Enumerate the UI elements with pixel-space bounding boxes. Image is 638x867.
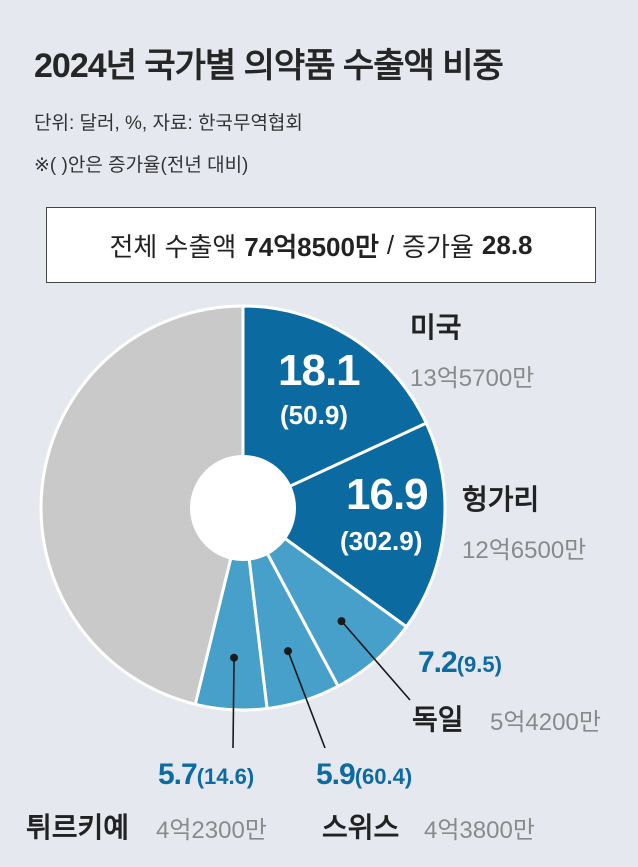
amount-label-germany: 5억4200만	[490, 709, 601, 736]
slice-usa	[241, 304, 428, 510]
share-label-usa: 18.1	[278, 346, 361, 395]
chart-title: 2024년 국가별 의약품 수출액 비중	[34, 47, 504, 85]
leader-germany	[340, 620, 411, 701]
growth-value: 28.8	[481, 229, 533, 260]
country-label-switzerland: 스위스	[322, 812, 400, 843]
country-label-hungary: 헝가리	[462, 484, 540, 515]
share-label-switzerland: 5.9(60.4)	[316, 758, 413, 791]
slice-hungary	[241, 421, 447, 629]
slice-others	[39, 304, 245, 706]
paren-note: ※( )안은 증가율(전년 대비)	[34, 155, 249, 176]
amount-label-usa: 13억5700만	[410, 365, 535, 392]
country-label-turkiye: 튀르키예	[26, 812, 130, 843]
growth-label-hungary: (302.9)	[340, 526, 423, 556]
summary-separator: /	[386, 229, 395, 260]
share-label-hungary: 16.9	[346, 470, 429, 519]
leader-turkiye	[232, 657, 235, 749]
donut-hole	[190, 455, 296, 561]
growth-label: 증가율	[402, 231, 474, 262]
summary-box: 전체 수출액 74억8500만 / 증가율 28.8	[46, 207, 596, 283]
unit-note: 단위: 달러, %, 자료: 한국무역협회	[34, 113, 303, 134]
country-label-usa: 미국	[410, 312, 462, 343]
total-value: 74억8500만	[244, 231, 379, 262]
share-label-germany: 7.2(9.5)	[418, 646, 502, 679]
leader-group	[230, 617, 411, 749]
growth-label-usa: (50.9)	[280, 400, 348, 430]
slice-group	[39, 304, 447, 712]
amount-label-switzerland: 4억3800만	[424, 817, 535, 844]
total-label: 전체 수출액	[109, 231, 237, 262]
share-label-turkiye: 5.7(14.6)	[158, 758, 255, 791]
amount-label-turkiye: 4억2300만	[156, 817, 267, 844]
amount-label-hungary: 12억6500만	[462, 537, 587, 564]
leader-switzerland	[287, 650, 326, 749]
country-label-germany: 독일	[412, 704, 464, 735]
